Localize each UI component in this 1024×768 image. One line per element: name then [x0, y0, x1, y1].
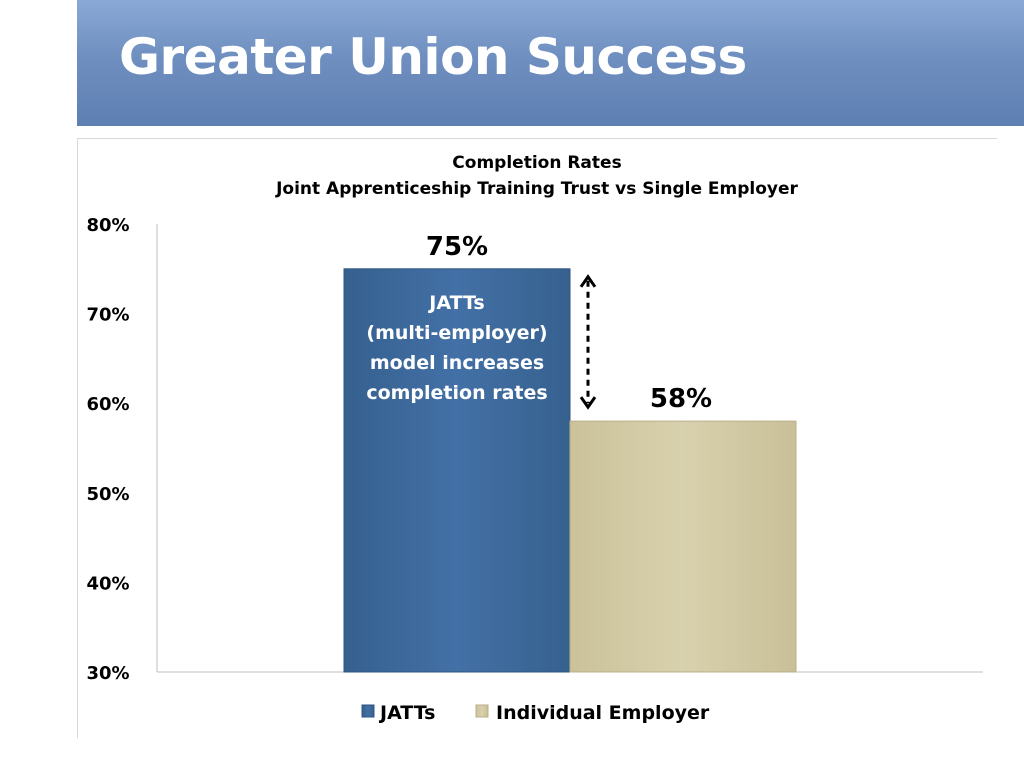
y-tick-label: 50%: [86, 484, 129, 505]
legend-label: Individual Employer: [496, 702, 710, 724]
y-tick-label: 30%: [86, 663, 129, 684]
y-tick-label: 70%: [86, 305, 129, 326]
chart-frame: [77, 138, 997, 738]
slide-title: Greater Union Success: [119, 28, 747, 86]
arrow-head-down: [579, 396, 597, 410]
y-axis-ticks: 30% 40% 50% 60% 70% 80%: [86, 215, 129, 684]
annotation-line: JATTs: [427, 292, 484, 314]
bar-jatts: [343, 268, 571, 673]
legend: JATTs Individual Employer: [361, 702, 710, 724]
bars: 75% 58%: [343, 232, 797, 673]
chart-title: Completion Rates: [452, 153, 621, 173]
annotation: JATTs (multi-employer) model increases comp…: [366, 274, 597, 410]
annotation-line: model increases: [370, 352, 544, 374]
y-tick-label: 80%: [86, 215, 129, 236]
arrow-head-up: [579, 274, 597, 288]
legend-swatch: [361, 704, 375, 718]
y-tick-label: 60%: [86, 394, 129, 415]
legend-swatch: [475, 704, 489, 718]
data-label: 58%: [650, 384, 712, 414]
annotation-line: completion rates: [366, 382, 547, 404]
y-tick-label: 40%: [86, 573, 129, 594]
chart-subtitle: Joint Apprenticeship Training Trust vs S…: [275, 179, 798, 199]
data-label: 75%: [426, 232, 488, 262]
annotation-line: (multi-employer): [366, 322, 547, 344]
bar-individual-employer: [569, 420, 797, 673]
legend-label: JATTs: [378, 702, 435, 724]
title-bar: Greater Union Success: [77, 0, 1024, 126]
